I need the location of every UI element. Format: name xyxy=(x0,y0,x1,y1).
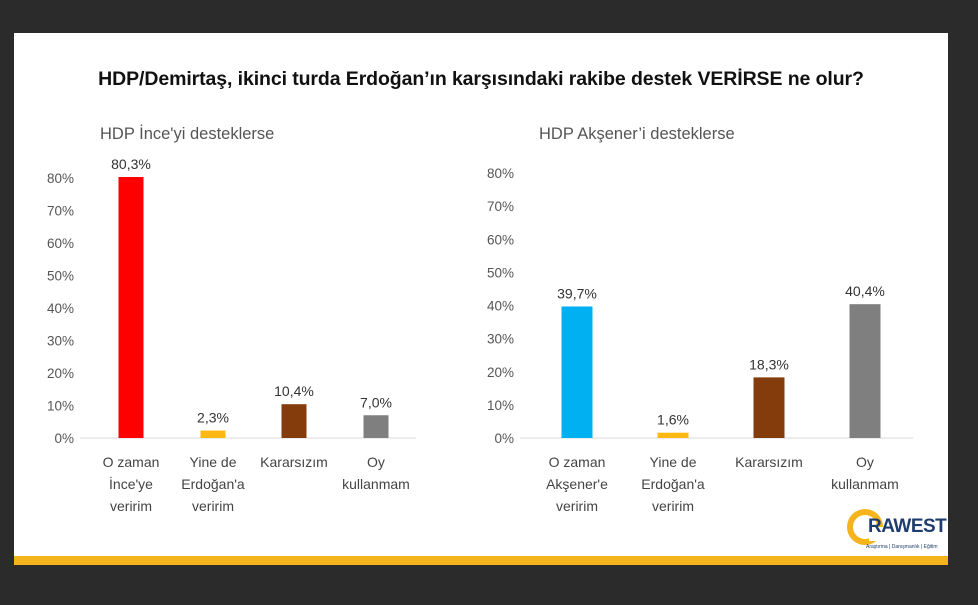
left-y-tick-label: 20% xyxy=(47,366,74,381)
right-category-label: Kararsızım xyxy=(735,454,803,470)
right-category-label: Oy kullanmam xyxy=(831,454,899,492)
right-category-label: Yine de Erdoğan'a veririm xyxy=(641,454,705,514)
left-bar-value-label: 2,3% xyxy=(197,410,229,426)
left-chart-title: HDP İnce'yi desteklerse xyxy=(100,125,275,143)
right-bar-value-label: 18,3% xyxy=(749,356,789,372)
left-category-label: Oy kullanmam xyxy=(342,454,410,492)
left-bar xyxy=(281,404,307,438)
left-y-tick-label: 30% xyxy=(47,334,74,349)
left-bar xyxy=(363,415,389,438)
right-y-tick-label: 40% xyxy=(487,299,514,314)
right-bar xyxy=(657,432,689,438)
right-y-tick-label: 30% xyxy=(487,332,514,347)
left-y-tick-label: 70% xyxy=(47,204,74,219)
left-bar-value-label: 80,3% xyxy=(111,156,151,172)
left-y-tick-label: 10% xyxy=(47,399,74,414)
logo-tagline: Araştırma | Danışmanlık | Eğitim xyxy=(866,544,938,550)
left-y-tick-label: 50% xyxy=(47,269,74,284)
right-y-tick-label: 50% xyxy=(487,265,514,280)
left-category-label: O zaman İnce'ye veririm xyxy=(103,454,160,514)
right-y-tick-label: 80% xyxy=(487,166,514,181)
page-title: HDP/Demirtaş, ikinci turda Erdoğan’ın ka… xyxy=(98,68,864,90)
left-category-label: Yine de Erdoğan'a veririm xyxy=(181,454,245,514)
right-chart-title: HDP Akşener’i desteklerse xyxy=(539,125,735,143)
left-bar-value-label: 10,4% xyxy=(274,383,314,399)
left-bar xyxy=(200,430,226,438)
left-bar-value-label: 7,0% xyxy=(360,394,392,410)
right-y-tick-label: 10% xyxy=(487,398,514,413)
right-bar-value-label: 40,4% xyxy=(845,283,885,299)
right-bar-value-label: 1,6% xyxy=(657,412,689,428)
rawest-logo-icon xyxy=(847,509,887,545)
left-y-tick-label: 60% xyxy=(47,236,74,251)
right-y-tick-label: 60% xyxy=(487,232,514,247)
right-bar xyxy=(753,377,785,438)
right-y-tick-label: 0% xyxy=(494,431,514,446)
left-y-tick-label: 0% xyxy=(54,431,74,446)
bottom-accent-band xyxy=(14,556,948,565)
left-y-tick-label: 80% xyxy=(47,171,74,186)
right-bar xyxy=(849,304,881,438)
right-y-tick-label: 70% xyxy=(487,199,514,214)
left-y-tick-label: 40% xyxy=(47,301,74,316)
left-bar xyxy=(118,177,144,438)
left-category-label: Kararsızım xyxy=(260,454,328,470)
slide-background xyxy=(14,33,948,560)
right-bar-value-label: 39,7% xyxy=(557,285,597,301)
right-bar xyxy=(561,306,593,438)
right-y-tick-label: 20% xyxy=(487,365,514,380)
logo-wordmark: RAWEST xyxy=(868,516,947,537)
right-category-label: O zaman Akşener'e veririm xyxy=(546,454,608,514)
